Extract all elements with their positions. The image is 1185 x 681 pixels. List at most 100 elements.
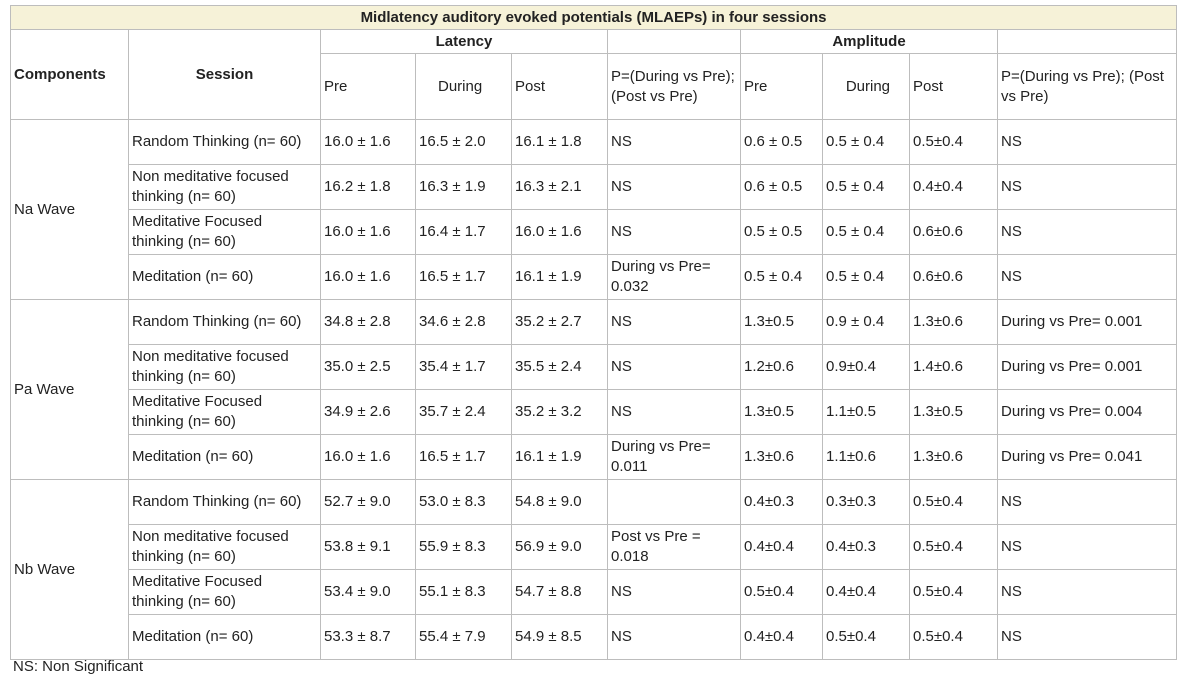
latency-post-cell: 35.2 ± 3.2	[511, 389, 608, 435]
session-cell: Non meditative focused thinking (n= 60)	[128, 344, 321, 390]
amplitude-pre-cell: 1.3±0.5	[740, 389, 823, 435]
amplitude-p-cell: NS	[996, 209, 1178, 255]
latency-pre-cell: 16.2 ± 1.8	[320, 164, 416, 210]
latency-during-cell: 16.3 ± 1.9	[415, 164, 512, 210]
session-cell: Random Thinking (n= 60)	[128, 479, 321, 525]
header-amplitude-during: During	[822, 53, 910, 120]
table-row: Na Wave Random Thinking (n= 60) 16.0 ± 1.6…	[10, 119, 1178, 300]
header-amplitude: Amplitude	[740, 29, 998, 54]
amplitude-pre-cell: 0.6 ± 0.5	[740, 164, 823, 210]
amplitude-during-cell: 0.5 ± 0.4	[822, 209, 910, 255]
latency-p-cell: NS	[607, 614, 741, 660]
latency-during-cell: 16.5 ± 1.7	[415, 254, 512, 300]
latency-p-cell: NS	[607, 119, 741, 165]
amplitude-pre-cell: 0.6 ± 0.5	[740, 119, 823, 165]
session-cell: Meditation (n= 60)	[128, 434, 321, 480]
amplitude-pre-cell: 0.4±0.3	[740, 479, 823, 525]
latency-pre-cell: 16.0 ± 1.6	[320, 254, 416, 300]
amplitude-post-cell: 0.5±0.4	[909, 479, 998, 525]
header-amplitude-p: P=(During vs Pre); (Post vs Pre)	[996, 53, 1178, 120]
latency-p-cell: NS	[607, 299, 741, 345]
latency-pre-cell: 34.8 ± 2.8	[320, 299, 416, 345]
table-row: Meditative Focused thinking (n= 60) 53.4 …	[11, 569, 1178, 615]
session-cell: Meditation (n= 60)	[128, 614, 321, 660]
latency-p-cell: During vs Pre= 0.011	[607, 434, 741, 480]
amplitude-post-cell: 0.5±0.4	[909, 614, 998, 660]
amplitude-pre-cell: 1.3±0.5	[740, 299, 823, 345]
table-row: Meditative Focused thinking (n= 60) 34.9 …	[11, 389, 1178, 435]
header-amplitude-pre: Pre	[740, 53, 823, 120]
amplitude-p-cell: NS	[996, 254, 1178, 300]
amplitude-post-cell: 1.3±0.6	[909, 434, 998, 480]
amplitude-during-cell: 0.4±0.4	[822, 569, 910, 615]
session-cell: Random Thinking (n= 60)	[128, 299, 321, 345]
table-row: Non meditative focused thinking (n= 60) 1…	[11, 164, 1178, 210]
header-latency-pre: Pre	[320, 53, 416, 120]
latency-post-cell: 16.1 ± 1.9	[511, 254, 608, 300]
amplitude-pre-cell: 0.5 ± 0.4	[740, 254, 823, 300]
latency-pre-cell: 16.0 ± 1.6	[320, 434, 416, 480]
latency-post-cell: 35.5 ± 2.4	[511, 344, 608, 390]
latency-p-cell: NS	[607, 389, 741, 435]
latency-pre-cell: 16.0 ± 1.6	[320, 119, 416, 165]
mlaep-table: Midlatency auditory evoked potentials (M…	[9, 5, 1178, 660]
latency-during-cell: 53.0 ± 8.3	[415, 479, 512, 525]
amplitude-pre-cell: 0.5±0.4	[740, 569, 823, 615]
amplitude-post-cell: 0.4±0.4	[909, 164, 998, 210]
amplitude-p-cell: During vs Pre= 0.004	[996, 389, 1178, 435]
latency-p-cell	[607, 479, 741, 525]
amplitude-pre-cell: 1.3±0.6	[740, 434, 823, 480]
component-cell: Na Wave	[10, 119, 129, 300]
session-cell: Meditative Focused thinking (n= 60)	[128, 389, 321, 435]
latency-pre-cell: 52.7 ± 9.0	[320, 479, 416, 525]
amplitude-post-cell: 1.4±0.6	[909, 344, 998, 390]
amplitude-during-cell: 1.1±0.5	[822, 389, 910, 435]
table-caption: Midlatency auditory evoked potentials (M…	[9, 5, 1178, 30]
amplitude-p-cell: NS	[996, 614, 1178, 660]
latency-p-cell: NS	[607, 569, 741, 615]
latency-post-cell: 16.1 ± 1.9	[511, 434, 608, 480]
amplitude-p-cell: NS	[996, 119, 1178, 165]
amplitude-p-cell: NS	[996, 479, 1178, 525]
amplitude-post-cell: 0.6±0.6	[909, 254, 998, 300]
latency-during-cell: 34.6 ± 2.8	[415, 299, 512, 345]
latency-during-cell: 16.4 ± 1.7	[415, 209, 512, 255]
session-cell: Non meditative focused thinking (n= 60)	[128, 524, 321, 570]
latency-post-cell: 16.3 ± 2.1	[511, 164, 608, 210]
table-row: Meditative Focused thinking (n= 60) 16.0 …	[11, 209, 1178, 255]
table-row: Meditation (n= 60) 16.0 ± 1.6 16.5 ± 1.7 16…	[11, 254, 1178, 300]
session-cell: Meditation (n= 60)	[128, 254, 321, 300]
latency-post-cell: 35.2 ± 2.7	[511, 299, 608, 345]
amplitude-p-cell: NS	[996, 164, 1178, 210]
amplitude-pre-cell: 0.4±0.4	[740, 614, 823, 660]
amplitude-during-cell: 0.4±0.3	[822, 524, 910, 570]
component-cell: Pa Wave	[10, 299, 129, 480]
amplitude-p-cell: During vs Pre= 0.001	[996, 299, 1178, 345]
header-latency-during: During	[415, 53, 512, 120]
header-latency-p: P=(During vs Pre); (Post vs Pre)	[607, 53, 741, 120]
amplitude-during-cell: 0.5 ± 0.4	[822, 254, 910, 300]
latency-during-cell: 16.5 ± 1.7	[415, 434, 512, 480]
amplitude-post-cell: 1.3±0.6	[909, 299, 998, 345]
header-latency-post: Post	[511, 53, 608, 120]
latency-during-cell: 55.9 ± 8.3	[415, 524, 512, 570]
amplitude-during-cell: 0.5±0.4	[822, 614, 910, 660]
latency-p-cell: Post vs Pre = 0.018	[607, 524, 741, 570]
latency-p-cell: NS	[607, 209, 741, 255]
latency-post-cell: 54.7 ± 8.8	[511, 569, 608, 615]
latency-pre-cell: 34.9 ± 2.6	[320, 389, 416, 435]
header-amplitude-post: Post	[909, 53, 998, 120]
latency-post-cell: 16.0 ± 1.6	[511, 209, 608, 255]
footnote: NS: Non Significant	[13, 658, 144, 675]
session-cell: Random Thinking (n= 60)	[128, 119, 321, 165]
amplitude-pre-cell: 1.2±0.6	[740, 344, 823, 390]
amplitude-post-cell: 0.5±0.4	[909, 119, 998, 165]
header-components: Components	[10, 29, 129, 120]
latency-p-cell: NS	[607, 164, 741, 210]
latency-post-cell: 54.8 ± 9.0	[511, 479, 608, 525]
session-cell: Meditative Focused thinking (n= 60)	[128, 569, 321, 615]
latency-pre-cell: 53.4 ± 9.0	[320, 569, 416, 615]
latency-during-cell: 16.5 ± 2.0	[415, 119, 512, 165]
amplitude-post-cell: 0.5±0.4	[909, 569, 998, 615]
latency-pre-cell: 53.3 ± 8.7	[320, 614, 416, 660]
